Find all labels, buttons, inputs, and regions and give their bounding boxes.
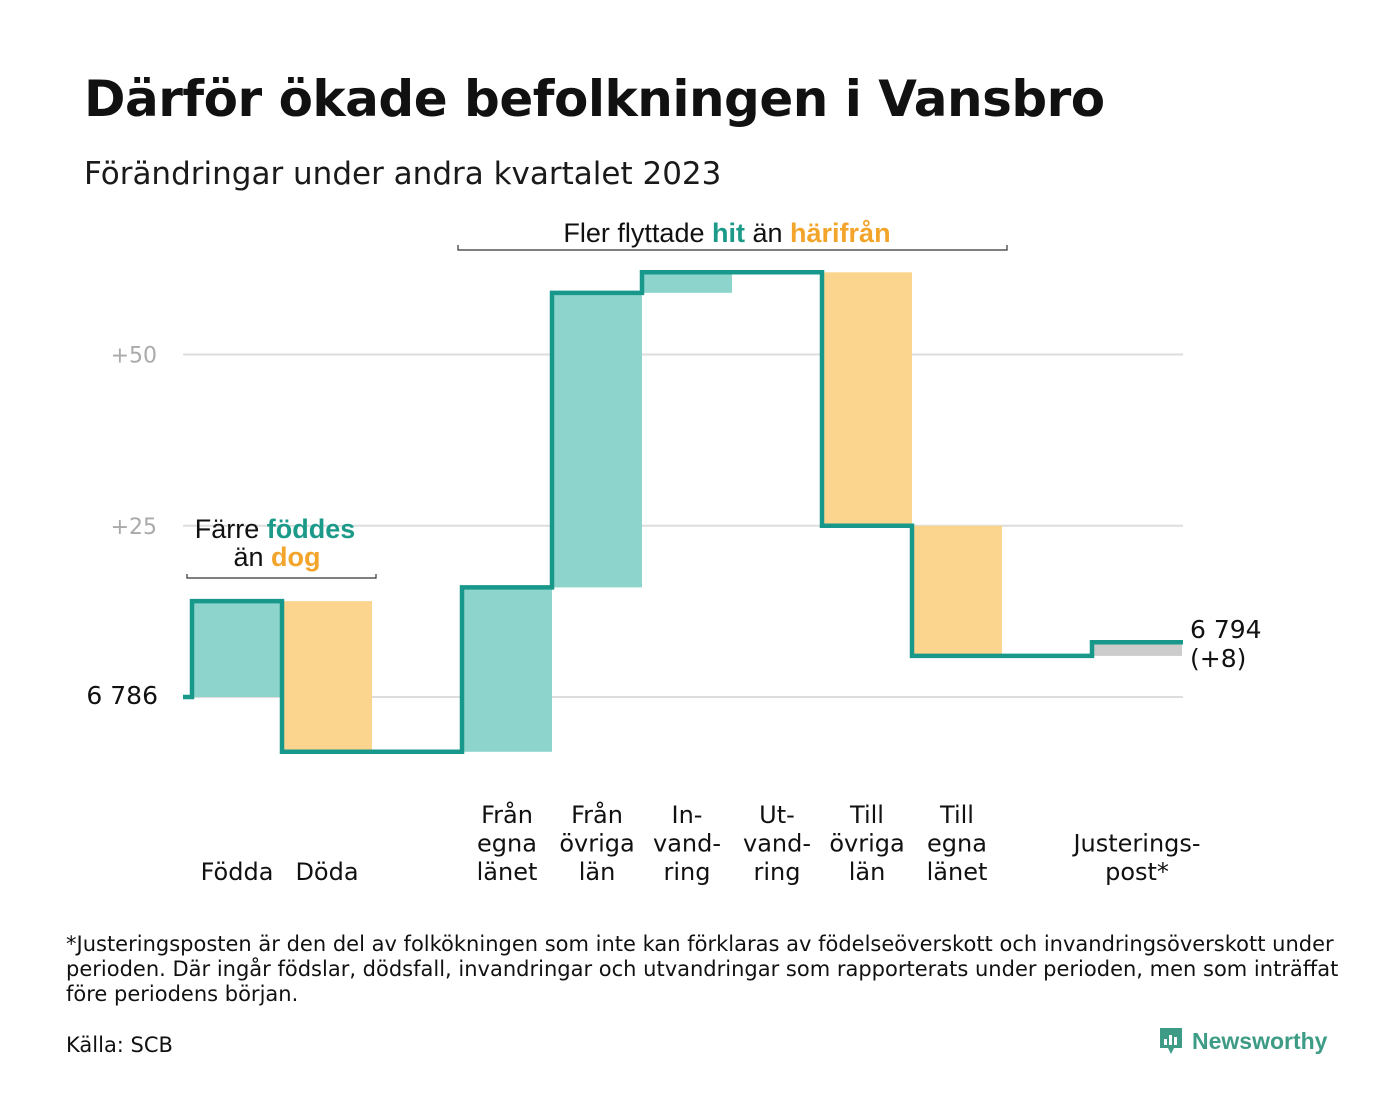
annotation-migration: Fler flyttade hit än härifrån: [563, 218, 890, 248]
annotation-births-deaths-line1: Färre föddes: [195, 514, 356, 544]
bar-1: [282, 601, 372, 752]
category-label-8: Till egna länet: [927, 801, 988, 886]
bar-3: [462, 587, 552, 752]
category-label-10: Justerings-post*: [1071, 830, 1200, 887]
chart-subtitle: Förändringar under andra kvartalet 2023: [84, 156, 722, 192]
chart-title: Därför ökade befolkningen i Vansbro: [84, 70, 1105, 128]
end-value-label: 6 794 (+8): [1190, 615, 1262, 673]
category-label-4: Från övriga län: [559, 800, 634, 886]
start-value-label: 6 786: [86, 681, 158, 710]
category-label-3: Från egna länet: [477, 800, 538, 886]
category-label-7: Till övriga län: [829, 801, 904, 886]
category-label-0: Födda: [201, 858, 274, 886]
category-label-5: In-vand-ring: [653, 801, 721, 886]
bar-4: [552, 292, 642, 588]
y-tick-label: +25: [111, 515, 157, 540]
bar-10: [1092, 642, 1182, 656]
cumulative-step-line: [183, 270, 1183, 755]
bar-5: [642, 272, 732, 293]
annotation-births-deaths-line2: än dog: [233, 542, 320, 572]
waterfall-chart: +25 +50 Födda Döda Från egna länet Från övriga lä…: [86, 218, 1262, 887]
newsworthy-logo-icon: [1160, 1028, 1182, 1054]
annotation-bracket-migration: [457, 245, 1008, 251]
category-label-6: Ut-vand-ring: [743, 801, 811, 886]
category-label-1: Döda: [295, 858, 358, 886]
brand-logo[interactable]: Newsworthy: [1158, 1026, 1327, 1056]
brand-name: Newsworthy: [1192, 1027, 1328, 1054]
source-label: Källa: SCB: [66, 1033, 173, 1057]
footnote: *Justeringsposten är den del av folkökni…: [66, 932, 1339, 1006]
bar-7: [822, 272, 912, 526]
y-tick-label: +50: [111, 344, 157, 369]
annotation-bracket-births-deaths: [186, 574, 377, 579]
bar-0: [192, 601, 282, 697]
bar-8: [912, 525, 1002, 656]
